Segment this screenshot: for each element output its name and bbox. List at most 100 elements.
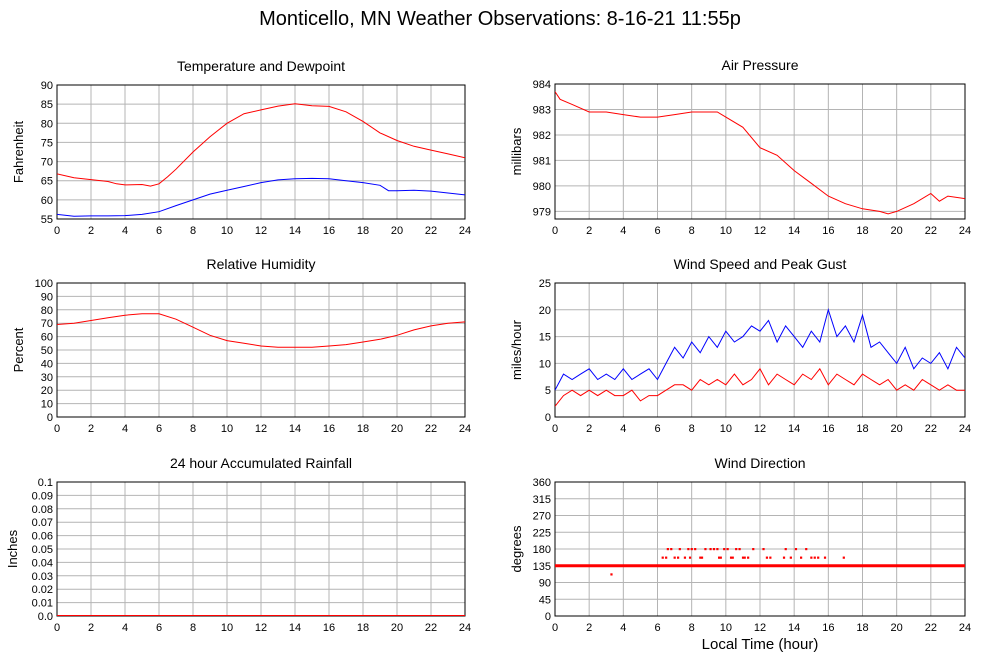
- chart-wind-y-tick-label: 0: [545, 412, 551, 424]
- chart-winddir-point: [747, 556, 750, 559]
- chart-pressure-data: [555, 91, 965, 215]
- chart-temp-y-tick-label: 80: [41, 118, 53, 130]
- chart-temp-y-tick-label: 75: [41, 137, 53, 149]
- chart-winddir: 0 2 4 6 8 10 12 14 16 18 20 22 240459013518022527031…: [509, 455, 971, 634]
- chart-temp-x-tick-label: 18: [357, 225, 369, 237]
- chart-humidity-y-tick-label: 0: [47, 412, 53, 424]
- chart-humidity-x-tick-label: 2: [88, 423, 94, 435]
- chart-winddir-point: [805, 548, 808, 551]
- chart-winddir-y-tick-label: 0: [545, 611, 551, 623]
- chart-winddir-point: [665, 556, 668, 559]
- chart-rain-x-tick-label: 24: [459, 622, 471, 634]
- chart-winddir-x-tick-label: 12: [754, 622, 766, 634]
- chart-pressure-x-tick-label: 14: [788, 225, 800, 237]
- chart-winddir-point: [738, 548, 741, 551]
- chart-wind-x-tick-label: 24: [959, 423, 971, 435]
- chart-winddir-point: [800, 556, 803, 559]
- chart-rain-x-tick-label: 14: [289, 622, 301, 634]
- chart-pressure-x-tick-label: 22: [925, 225, 937, 237]
- chart-humidity-y-tick-label: 30: [41, 372, 53, 384]
- chart-winddir-point: [743, 556, 746, 559]
- chart-winddir-point: [670, 548, 673, 551]
- chart-winddir-point: [678, 548, 681, 551]
- chart-winddir-x-tick-label: 2: [586, 622, 592, 634]
- chart-pressure-x-tick-label: 16: [822, 225, 834, 237]
- chart-pressure-title: Air Pressure: [721, 57, 798, 73]
- chart-pressure-x-tick-label: 8: [689, 225, 695, 237]
- chart-humidity-y-tick-label: 80: [41, 305, 53, 317]
- chart-rain-y-tick-label: 0.01: [32, 598, 53, 610]
- chart-winddir-y-axis-label: degrees: [509, 525, 524, 572]
- chart-winddir-point: [661, 556, 664, 559]
- chart-wind-y-tick-label: 20: [539, 305, 551, 317]
- chart-humidity-x-tick-label: 8: [190, 423, 196, 435]
- chart-winddir-point: [769, 556, 772, 559]
- chart-rain-x-tick-label: 16: [323, 622, 335, 634]
- chart-temp-series-line-1: [57, 103, 465, 187]
- chart-winddir-x-tick-label: 4: [620, 622, 626, 634]
- chart-winddir-point: [690, 548, 693, 551]
- chart-temp-x-tick-label: 22: [425, 225, 437, 237]
- chart-pressure-x-tick-label: 2: [586, 225, 592, 237]
- chart-winddir-y-tick-label: 315: [533, 494, 551, 506]
- chart-wind-x-tick-label: 18: [856, 423, 868, 435]
- chart-winddir-y-tick-label: 180: [533, 544, 551, 556]
- chart-pressure-y-tick-label: 983: [533, 104, 551, 116]
- chart-rain-y-tick-label: 0.04: [32, 557, 53, 569]
- chart-humidity-series-line-1: [57, 313, 465, 348]
- chart-winddir-data: [555, 548, 965, 576]
- chart-rain-y-tick-label: 0.1: [38, 477, 53, 489]
- chart-humidity-x-tick-label: 22: [425, 423, 437, 435]
- chart-temp-x-tick-label: 8: [190, 225, 196, 237]
- chart-humidity-x-tick-label: 0: [54, 423, 60, 435]
- chart-humidity-x-tick-label: 14: [289, 423, 301, 435]
- chart-winddir-point: [700, 556, 704, 559]
- chart-winddir-y-tick-label: 225: [533, 527, 551, 539]
- chart-temp-series-line-2: [57, 177, 465, 217]
- chart-winddir-point: [817, 556, 820, 559]
- chart-wind-x-tick-label: 16: [822, 423, 834, 435]
- chart-winddir-point: [794, 548, 798, 551]
- chart-temp-x-tick-label: 2: [88, 225, 94, 237]
- chart-wind-x-tick-label: 12: [754, 423, 766, 435]
- chart-temp-x-tick-label: 12: [255, 225, 267, 237]
- chart-humidity-x-tick-label: 6: [156, 423, 162, 435]
- chart-winddir-point: [666, 548, 669, 551]
- chart-temp: 0 2 4 6 8 10 12 14 16 18 20 22 245560657075808590Tem…: [11, 58, 471, 237]
- chart-wind-title: Wind Speed and Peak Gust: [674, 256, 847, 272]
- chart-rain: 0 2 4 6 8 10 12 14 16 18 20 22 240.00.010.020.030.04…: [5, 455, 471, 634]
- chart-temp-title: Temperature and Dewpoint: [177, 58, 345, 74]
- chart-pressure-frame: [554, 83, 966, 220]
- chart-pressure-x-tick-label: 18: [856, 225, 868, 237]
- chart-winddir-y-tick-label: 135: [533, 561, 551, 573]
- chart-humidity-x-tick-label: 10: [221, 423, 233, 435]
- chart-winddir-y-tick-label: 270: [533, 511, 551, 523]
- chart-winddir-frame: [554, 481, 966, 617]
- chart-wind-x-tick-label: 2: [586, 423, 592, 435]
- chart-humidity-y-tick-label: 100: [35, 278, 53, 290]
- chart-winddir-x-tick-label: 14: [788, 622, 800, 634]
- chart-rain-y-tick-label: 0.06: [32, 531, 53, 543]
- chart-wind-series-line-2: [555, 367, 965, 407]
- chart-rain-x-tick-label: 4: [122, 622, 128, 634]
- chart-rain-y-tick-label: 0.02: [32, 584, 53, 596]
- chart-rain-y-axis-label: Inches: [5, 529, 20, 568]
- chart-temp-frame: [56, 84, 466, 220]
- chart-humidity-y-tick-label: 70: [41, 318, 53, 330]
- chart-pressure-x-tick-label: 6: [654, 225, 660, 237]
- chart-winddir-point: [752, 548, 755, 551]
- chart-wind-x-tick-label: 14: [788, 423, 800, 435]
- chart-wind-y-tick-label: 15: [539, 332, 551, 344]
- chart-pressure-x-tick-label: 24: [959, 225, 971, 237]
- chart-rain-x-tick-label: 10: [221, 622, 233, 634]
- chart-temp-x-tick-label: 10: [221, 225, 233, 237]
- chart-winddir-point: [683, 556, 687, 559]
- chart-pressure-y-tick-label: 981: [533, 155, 551, 167]
- chart-winddir-point: [719, 556, 722, 559]
- chart-rain-y-tick-label: 0.0: [38, 611, 53, 623]
- chart-winddir-point: [718, 556, 721, 559]
- chart-winddir-y-tick-label: 360: [533, 477, 551, 489]
- chart-temp-y-tick-label: 60: [41, 195, 53, 207]
- chart-rain-y-tick-label: 0.03: [32, 571, 53, 583]
- chart-temp-x-tick-label: 16: [323, 225, 335, 237]
